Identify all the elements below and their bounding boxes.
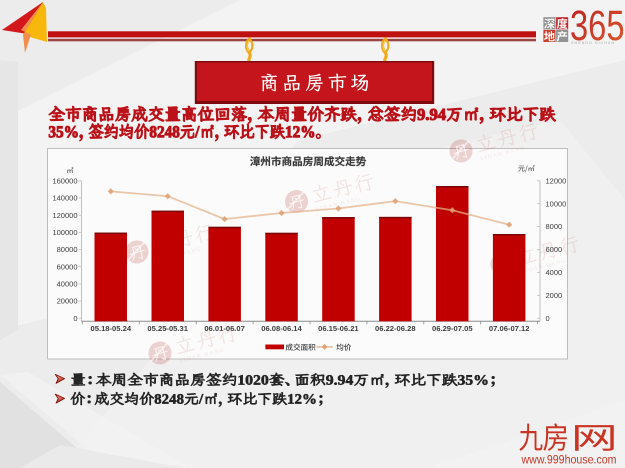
svg-text:4000: 4000 xyxy=(546,268,563,277)
svg-text:SHENDU DICHAN: SHENDU DICHAN xyxy=(571,41,615,45)
svg-text:12000: 12000 xyxy=(546,176,567,185)
svg-text:05.18-05.24: 05.18-05.24 xyxy=(91,324,132,333)
svg-text:2000: 2000 xyxy=(546,291,563,300)
svg-text:160000: 160000 xyxy=(52,176,77,185)
svg-text:05.25-05.31: 05.25-05.31 xyxy=(147,324,188,333)
svg-text:140000: 140000 xyxy=(52,194,77,203)
svg-text:06.15-06.21: 06.15-06.21 xyxy=(318,324,359,333)
svg-text:20000: 20000 xyxy=(57,297,78,306)
svg-text:80000: 80000 xyxy=(57,245,78,254)
svg-text:0: 0 xyxy=(73,314,77,323)
svg-text:www.999house.com: www.999house.com xyxy=(521,453,617,467)
svg-text:6000: 6000 xyxy=(546,245,563,254)
svg-text:06.08-06.14: 06.08-06.14 xyxy=(261,324,302,333)
svg-text:06.01-06.07: 06.01-06.07 xyxy=(204,324,245,333)
svg-text:8000: 8000 xyxy=(546,222,563,231)
svg-text:06.22-06.28: 06.22-06.28 xyxy=(375,324,416,333)
svg-text:40000: 40000 xyxy=(57,280,78,289)
svg-text:07.06-07.12: 07.06-07.12 xyxy=(489,324,530,333)
svg-text:10000: 10000 xyxy=(546,199,567,208)
svg-text:0: 0 xyxy=(546,314,550,323)
svg-text:120000: 120000 xyxy=(52,211,77,220)
svg-text:06.29-07.05: 06.29-07.05 xyxy=(432,324,473,333)
svg-text:365: 365 xyxy=(570,2,625,50)
svg-text:100000: 100000 xyxy=(52,228,77,237)
svg-text:60000: 60000 xyxy=(57,262,78,271)
